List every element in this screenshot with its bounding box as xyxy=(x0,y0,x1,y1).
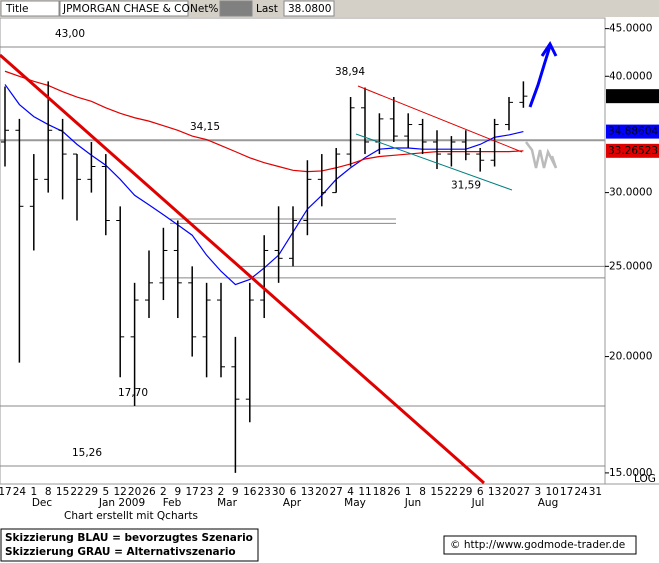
last-value-box xyxy=(606,89,659,104)
scenario-blue-head xyxy=(540,41,558,57)
level-label: 34,15 xyxy=(190,121,220,133)
x-tick-label: 29 xyxy=(85,486,98,498)
x-tick-label: 1 xyxy=(405,486,412,498)
y-tick-label: 40.0000 xyxy=(609,70,652,82)
scale-label: LOG xyxy=(634,473,656,485)
last-value-box xyxy=(606,124,659,139)
trend-line xyxy=(355,133,513,191)
x-tick-label: 22 xyxy=(70,486,83,498)
header-cell xyxy=(283,0,335,17)
last-value-label: 38.0800 xyxy=(608,90,651,102)
url: © http://www.godmode-trader.de xyxy=(450,539,625,551)
y-tick-label: 25.0000 xyxy=(609,260,652,272)
x-tick-label: 8 xyxy=(419,486,426,498)
x-tick-label: 10 xyxy=(546,486,559,498)
x-tick-label: 17 xyxy=(186,486,199,498)
x-tick-label: 13 xyxy=(301,486,314,498)
x-tick-label: 26 xyxy=(387,486,401,498)
x-tick-label: 17 xyxy=(560,486,573,498)
x-tick-label: 6 xyxy=(290,486,297,498)
level-label: 17,70 xyxy=(118,387,148,399)
annotation: 31,59 xyxy=(451,180,481,192)
y-tick-label: 20.0000 xyxy=(609,351,652,363)
x-tick-label: 27 xyxy=(517,486,530,498)
x-tick-label: 30 xyxy=(272,486,285,498)
month-label: Apr xyxy=(283,497,302,509)
x-tick-label: 8 xyxy=(45,486,52,498)
y-tick-label: 45.0000 xyxy=(609,23,652,35)
plot-layer: 15.0000 20.0000 25.0000 30.0000 40.0000 45.00… xyxy=(0,23,652,509)
header-cell xyxy=(59,0,189,17)
x-tick-label: 20 xyxy=(502,486,515,498)
x-tick-label: 9 xyxy=(232,486,239,498)
header-last-label: Last xyxy=(256,3,278,15)
x-tick-label: 18 xyxy=(373,486,386,498)
x-tick-label: 11 xyxy=(358,486,371,498)
month-label: Jan 2009 xyxy=(98,497,145,509)
month-label: Dec xyxy=(32,497,53,509)
x-tick-label: 4 xyxy=(347,486,354,498)
x-tick-label: 2 xyxy=(160,486,167,498)
header-symbol: JPMORGAN CHASE & CO xyxy=(62,3,190,15)
x-tick-label: 5 xyxy=(102,486,109,498)
x-tick-label: 17 xyxy=(0,486,12,498)
header-title-label: Title xyxy=(5,3,29,15)
x-tick-label: 15 xyxy=(430,486,443,498)
header-last: 38.0800 xyxy=(288,3,331,15)
x-tick-label: 12 xyxy=(114,486,127,498)
x-tick-label: 24 xyxy=(13,486,27,498)
month-label: May xyxy=(344,497,366,509)
scenario-gray xyxy=(525,141,558,169)
x-tick-label: 9 xyxy=(174,486,181,498)
month-label: Feb xyxy=(163,497,182,509)
legend-gray: Skizzierung GRAU = Alternativszenario xyxy=(5,546,236,558)
x-tick-label: 2 xyxy=(218,486,225,498)
last-value-label: 33.26523 xyxy=(608,145,658,157)
plot-frame xyxy=(0,17,606,485)
level-label: 43,00 xyxy=(55,28,85,40)
x-tick-label: 13 xyxy=(488,486,501,498)
header-net-label: Net% xyxy=(190,3,218,15)
x-tick-label: 1 xyxy=(30,486,37,498)
y-tick-label: 15.0000 xyxy=(609,467,652,479)
x-tick-label: 26 xyxy=(142,486,156,498)
x-tick-label: 23 xyxy=(200,486,213,498)
annotation: 38,94 xyxy=(335,66,365,78)
month-label: Jun xyxy=(404,497,421,509)
month-label: Jul xyxy=(471,497,485,509)
header-cell xyxy=(219,0,253,17)
x-tick-label: 22 xyxy=(445,486,458,498)
scenario-blue xyxy=(528,45,552,108)
x-tick-label: 3 xyxy=(534,486,541,498)
credit: Chart erstellt mit Qcharts xyxy=(64,510,198,522)
legend-box xyxy=(0,528,259,562)
x-tick-label: 31 xyxy=(589,486,602,498)
url-box xyxy=(443,535,637,555)
x-tick-label: 16 xyxy=(243,486,257,498)
x-tick-label: 23 xyxy=(258,486,271,498)
trend-line xyxy=(0,53,485,485)
x-tick-label: 6 xyxy=(477,486,484,498)
x-tick-label: 15 xyxy=(56,486,69,498)
legend-blue: Skizzierung BLAU = bevorzugtes Szenario xyxy=(5,532,253,544)
level-label: 15,26 xyxy=(72,447,102,459)
x-tick-label: 24 xyxy=(574,486,588,498)
x-tick-label: 20 xyxy=(128,486,141,498)
header-cell xyxy=(0,0,60,17)
last-value-box xyxy=(606,143,659,158)
month-label: Aug xyxy=(538,497,559,509)
month-label: Mar xyxy=(217,497,237,509)
trend-line xyxy=(357,85,523,153)
last-value-label: 34.88604 xyxy=(608,126,658,138)
y-tick-label: 30.0000 xyxy=(609,187,652,199)
x-tick-label: 27 xyxy=(330,486,343,498)
x-tick-label: 20 xyxy=(315,486,328,498)
x-tick-label: 29 xyxy=(459,486,472,498)
